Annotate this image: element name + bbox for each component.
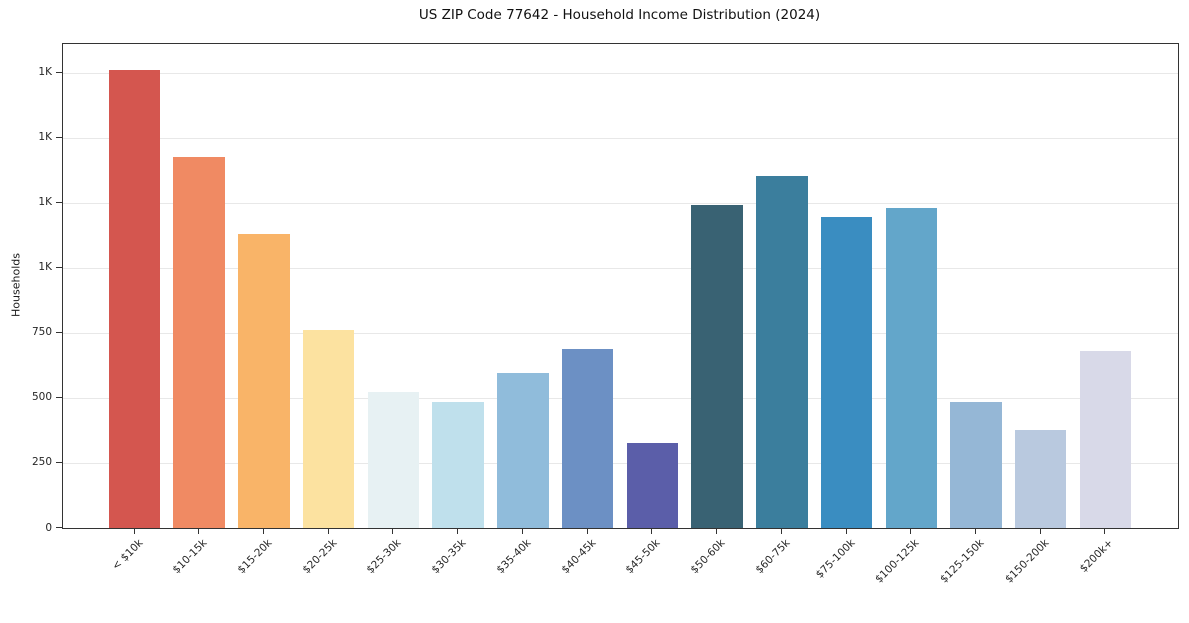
y-tick [56,71,62,73]
y-tick-label: 500 [31,391,52,404]
gridline [63,397,1178,399]
bar [367,391,420,528]
y-tick [56,331,62,333]
x-tick [716,528,718,534]
gridline [63,202,1178,204]
y-tick-label: 1K [38,131,52,144]
y-tick [56,201,62,203]
x-tick [974,528,976,534]
y-tick-label: 0 [45,521,52,534]
gridline [63,267,1178,269]
y-tick [56,136,62,138]
plot-area [62,43,1179,529]
bar [885,207,937,528]
x-tick [198,528,200,534]
x-tick [392,528,394,534]
bar [691,205,743,528]
bar-chart: US ZIP Code 77642 - Household Income Dis… [10,7,1179,586]
gridline [63,137,1178,139]
y-tick [56,461,62,463]
x-tick [133,528,135,534]
y-tick-label: 1K [38,196,52,209]
x-tick [1104,528,1106,534]
bar [1014,430,1067,528]
x-tick [521,528,523,534]
y-tick [56,527,62,528]
x-tick [262,528,264,534]
bar [756,176,808,528]
bar [561,348,614,528]
y-tick-label: 250 [31,456,52,469]
x-tick [586,528,588,534]
gridline [63,332,1178,334]
bar [173,157,225,528]
bar [432,401,484,528]
x-tick [910,528,912,534]
bar [820,217,873,528]
x-tick [651,528,653,534]
x-tick [845,528,847,534]
y-tick-label: 1K [38,66,52,79]
y-tick-label: 750 [31,326,52,339]
bar [238,233,290,528]
x-tick [780,528,782,534]
x-tick [1039,528,1041,534]
bar [626,443,679,528]
x-tick [457,528,459,534]
bar [1079,350,1132,528]
y-tick [56,396,62,398]
gridline [63,462,1178,464]
bar [950,402,1002,528]
gridline [63,72,1178,74]
chart-title: US ZIP Code 77642 - Household Income Dis… [418,7,821,23]
bar [302,330,355,528]
y-tick [56,266,62,268]
x-tick [327,528,329,534]
bar [108,70,161,528]
bar [497,372,549,528]
y-tick-label: 1K [38,261,52,274]
